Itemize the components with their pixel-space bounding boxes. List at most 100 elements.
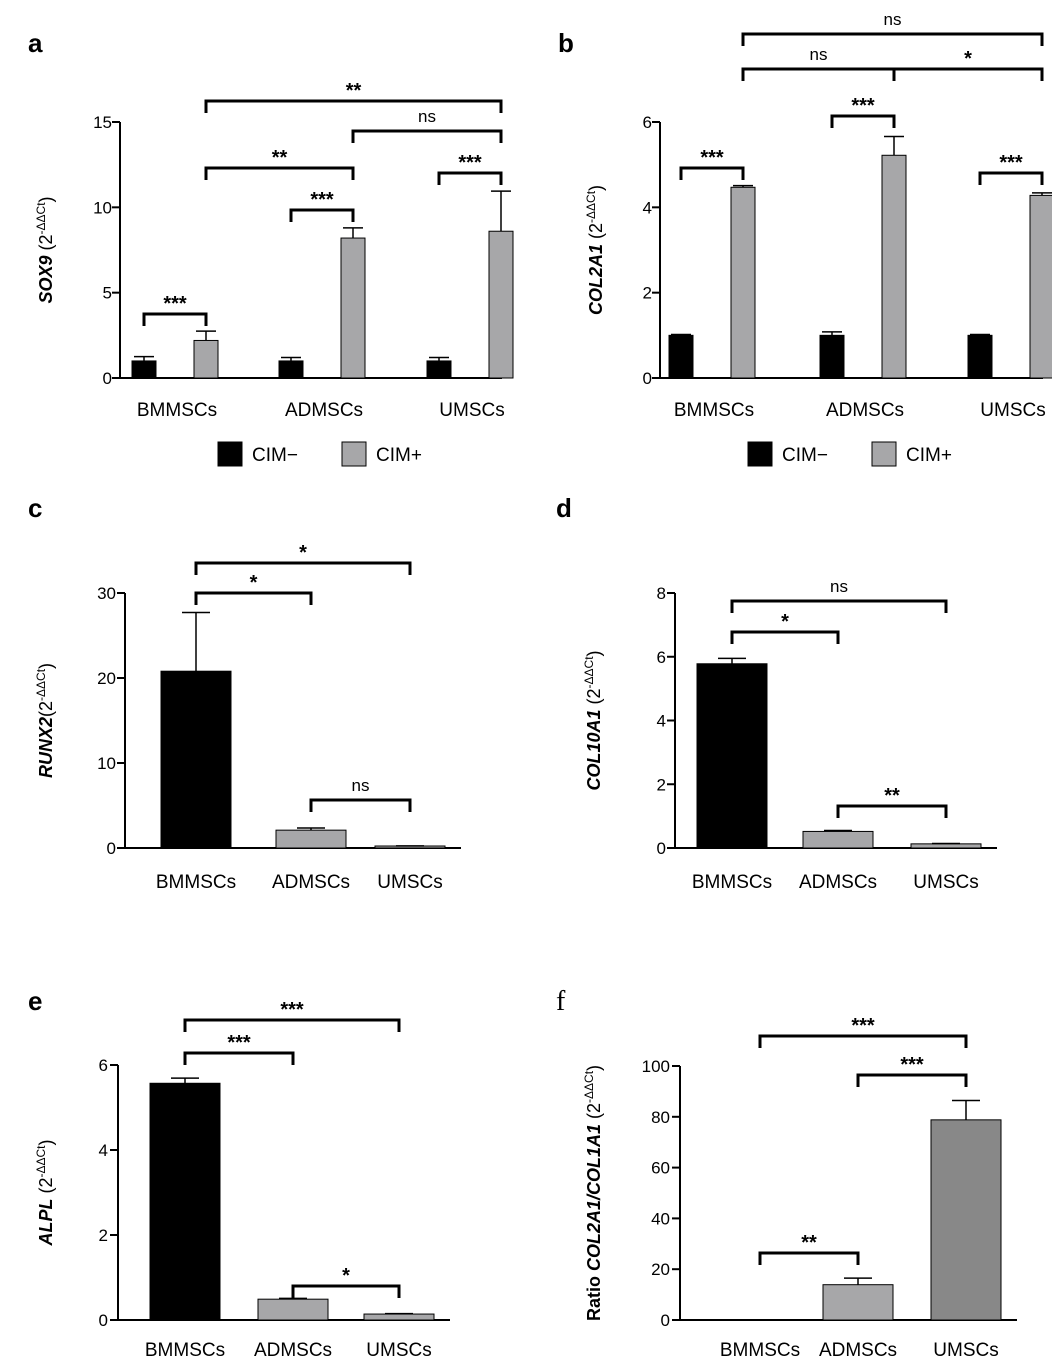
y-tick-label: 10 xyxy=(93,198,112,217)
x-category-label: BMMSCs xyxy=(692,872,772,893)
y-tick-label: 15 xyxy=(93,113,112,132)
bar xyxy=(930,1119,1002,1321)
y-label-prefix: Ratio xyxy=(584,1271,604,1321)
bar-cim-minus xyxy=(819,334,845,379)
bar-cim-minus xyxy=(967,334,993,379)
y-label-unit: (2 xyxy=(36,1178,56,1199)
y-tick-label: 100 xyxy=(642,1057,670,1076)
y-label-gene: COL2A1/COL1A1 xyxy=(584,1124,604,1271)
x-category-label: UMSCs xyxy=(913,872,978,893)
significance-label: *** xyxy=(999,152,1023,174)
panel-letter-d: d xyxy=(556,493,572,523)
significance-bracket xyxy=(856,1073,968,1087)
panel-letter-a: a xyxy=(28,28,43,58)
y-tick-label: 0 xyxy=(661,1311,670,1330)
significance-bracket xyxy=(679,166,745,180)
y-tick-label: 2 xyxy=(643,284,652,303)
significance-label: * xyxy=(299,542,307,564)
significance-bracket xyxy=(204,99,503,113)
y-label-close: ) xyxy=(36,1139,56,1145)
significance-label: ns xyxy=(884,10,902,29)
y-tick-label: 6 xyxy=(643,113,652,132)
y-tick-label: 0 xyxy=(657,839,666,858)
legend-label: CIM− xyxy=(782,445,828,466)
significance-bracket xyxy=(204,166,355,180)
y-tick-label: 0 xyxy=(103,369,112,388)
significance-label: ns xyxy=(352,776,370,795)
y-label-unit: (2 xyxy=(36,234,56,255)
bar-cim-minus xyxy=(278,360,304,379)
bar-cim-plus xyxy=(193,339,219,379)
significance-label: *** xyxy=(310,189,334,211)
bar-cim-plus xyxy=(730,186,756,379)
x-category-label: BMMSCs xyxy=(145,1340,225,1361)
significance-label: * xyxy=(781,611,789,633)
significance-bracket xyxy=(892,67,1044,81)
x-category-label: ADMSCs xyxy=(819,1340,897,1361)
x-category-label: ADMSCs xyxy=(826,400,904,421)
significance-label: ** xyxy=(346,80,362,102)
significance-label: ** xyxy=(884,785,900,807)
significance-label: ns xyxy=(830,577,848,596)
y-tick-label: 5 xyxy=(103,284,112,303)
significance-label: *** xyxy=(458,152,482,174)
y-tick-label: 30 xyxy=(97,584,116,603)
significance-bracket xyxy=(758,1251,860,1265)
significance-bracket xyxy=(741,67,896,81)
y-tick-label: 6 xyxy=(99,1056,108,1075)
y-label-unit: (2 xyxy=(36,701,56,717)
significance-label: ns xyxy=(418,107,436,126)
y-axis-label: COL10A1 (2-ΔΔCt) xyxy=(582,650,604,790)
significance-bracket xyxy=(741,32,1044,46)
y-label-gene: SOX9 xyxy=(36,256,56,304)
y-tick-label: 40 xyxy=(651,1209,670,1228)
bar-cim-minus xyxy=(131,360,157,379)
x-category-label: ADMSCs xyxy=(799,872,877,893)
x-category-label: BMMSCs xyxy=(156,872,236,893)
significance-bracket xyxy=(730,630,840,644)
y-label-exponent: -ΔΔCt xyxy=(34,1145,48,1178)
y-label-close: ) xyxy=(584,650,604,656)
y-axis-label: SOX9 (2-ΔΔCt) xyxy=(34,196,56,303)
bar-cim-plus xyxy=(1029,194,1052,379)
y-label-exponent: -ΔΔCt xyxy=(582,656,596,689)
significance-label: ns xyxy=(810,45,828,64)
y-axis-label: COL2A1 (2-ΔΔCt) xyxy=(584,185,606,315)
panel-letter-c: c xyxy=(28,493,42,523)
y-label-gene: ALPL xyxy=(36,1199,56,1247)
bar xyxy=(696,663,768,849)
bar-cim-minus xyxy=(668,334,694,379)
y-label-close: ) xyxy=(586,185,606,191)
significance-bracket xyxy=(978,171,1044,185)
x-category-label: UMSCs xyxy=(933,1340,998,1361)
y-axis-label: Ratio COL2A1/COL1A1 (2-ΔΔCt) xyxy=(582,1065,604,1321)
y-label-exponent: -ΔΔCt xyxy=(34,668,48,701)
y-tick-label: 0 xyxy=(107,839,116,858)
significance-bracket xyxy=(836,804,948,818)
significance-bracket xyxy=(291,1284,401,1298)
panel-f: f 0 20 40 60 80 100 Ratio COL2A1/COL1A1 (2-ΔΔCt… xyxy=(556,986,1017,1361)
y-label-unit: (2 xyxy=(584,688,604,709)
y-label-unit: (2 xyxy=(586,223,606,244)
y-label-close: ) xyxy=(584,1065,604,1071)
y-label-unit: (2 xyxy=(584,1103,604,1124)
bar xyxy=(160,670,232,849)
y-label-gene: COL2A1 xyxy=(586,244,606,315)
panel-c: c 0 10 20 30 RUNX2(2-ΔΔCt) BMMSCs ADMSCs UMSCs * *… xyxy=(28,493,461,893)
bar xyxy=(149,1082,221,1321)
panel-letter-e: e xyxy=(28,986,42,1016)
y-tick-label: 10 xyxy=(97,754,116,773)
y-tick-label: 20 xyxy=(97,669,116,688)
x-category-label: BMMSCs xyxy=(720,1340,800,1361)
y-axis-label: RUNX2(2-ΔΔCt) xyxy=(34,663,56,778)
bar-cim-plus xyxy=(340,237,366,379)
y-label-exponent: -ΔΔCt xyxy=(34,202,48,235)
legend-swatch xyxy=(747,441,773,467)
significance-label: * xyxy=(250,572,258,594)
y-tick-label: 60 xyxy=(651,1159,670,1178)
x-category-label: BMMSCs xyxy=(674,400,754,421)
y-label-close: ) xyxy=(36,196,56,202)
